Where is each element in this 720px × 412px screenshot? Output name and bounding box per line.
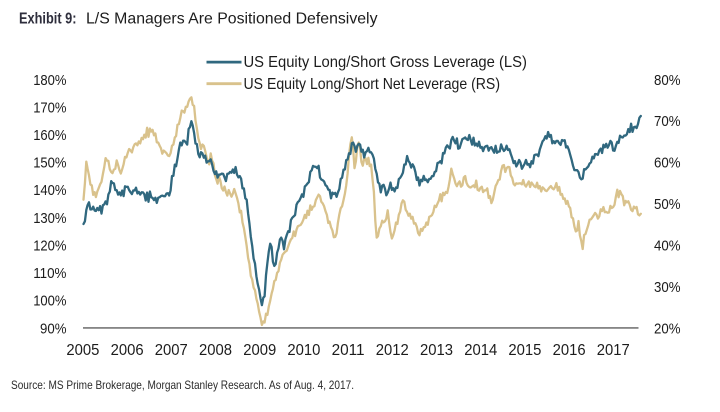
svg-text:2012: 2012 [376,342,409,359]
svg-text:140%: 140% [33,182,66,199]
svg-text:180%: 180% [33,72,66,89]
svg-text:2016: 2016 [553,342,586,359]
svg-text:2013: 2013 [420,342,453,359]
svg-text:100%: 100% [33,293,66,310]
svg-text:2010: 2010 [287,342,320,359]
svg-text:120%: 120% [33,238,66,255]
svg-text:50%: 50% [654,196,681,213]
svg-text:130%: 130% [33,210,66,227]
svg-text:2015: 2015 [508,342,541,359]
svg-text:20%: 20% [654,320,681,337]
svg-text:170%: 170% [33,99,66,116]
svg-text:Source: MS Prime Brokerage, Mo: Source: MS Prime Brokerage, Morgan Stanl… [11,378,354,392]
svg-text:70%: 70% [654,113,681,130]
svg-text:110%: 110% [33,265,66,282]
svg-text:2007: 2007 [155,342,188,359]
svg-text:US Equity Long/Short Gross Lev: US Equity Long/Short Gross Leverage (LS) [244,54,527,71]
svg-text:150%: 150% [33,155,66,172]
svg-text:2008: 2008 [199,342,232,359]
svg-text:2005: 2005 [66,342,99,359]
svg-text:2009: 2009 [243,342,276,359]
svg-text:2011: 2011 [332,342,365,359]
svg-text:L/S Managers Are Positioned De: L/S Managers Are Positioned Defensively [86,10,378,27]
svg-text:US Equity Long/Short Net Lever: US Equity Long/Short Net Leverage (RS) [244,76,501,93]
svg-text:90%: 90% [40,320,67,337]
svg-text:60%: 60% [654,155,681,172]
svg-text:80%: 80% [654,72,681,89]
svg-text:30%: 30% [654,279,681,296]
svg-text:2017: 2017 [597,342,630,359]
svg-text:Exhibit 9:: Exhibit 9: [19,10,77,27]
svg-text:2006: 2006 [111,342,144,359]
svg-text:40%: 40% [654,238,681,255]
svg-text:160%: 160% [33,127,66,144]
svg-text:2014: 2014 [464,342,497,359]
